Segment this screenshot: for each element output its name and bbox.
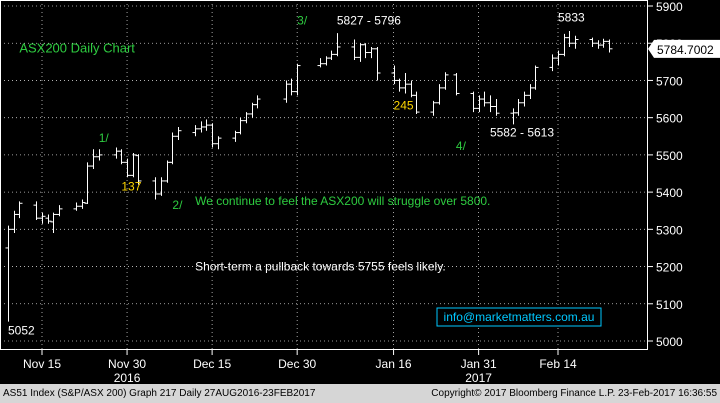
contact-link-box (436, 307, 602, 327)
y-tick-label: 5100 (656, 298, 683, 312)
chart-annotation: 4/ (456, 139, 467, 153)
chart-annotation: 245 (394, 98, 414, 112)
chart-annotation: 5827 - 5796 (337, 14, 401, 28)
plot-area-border (0, 0, 648, 350)
chart-annotation: Short-term a pullback towards 5755 feels… (195, 259, 446, 273)
chart-annotation: We continue to feel the ASX200 will stru… (195, 194, 490, 208)
x-tick-label: Nov 30 (108, 357, 146, 371)
y-tick-label: 5200 (656, 261, 683, 275)
x-tick-label: Nov 15 (23, 357, 61, 371)
x-year-label: 2016 (114, 371, 141, 384)
chart-annotation: 137 (121, 179, 141, 193)
footer-security-info: AS51 Index (S&P/ASX 200) Graph 217 Daily… (3, 388, 316, 399)
chart-annotation: 3/ (297, 14, 308, 28)
y-tick-label: 5000 (656, 335, 683, 349)
last-price-tag (648, 39, 720, 58)
x-tick-label: Feb 14 (539, 357, 577, 371)
bloomberg-footer: AS51 Index (S&P/ASX 200) Graph 217 Daily… (0, 384, 720, 403)
chart-annotation: 5833 (558, 11, 585, 25)
chart-annotation: 5582 - 5613 (490, 125, 554, 139)
y-tick-label: 5500 (656, 149, 683, 163)
y-tick-label: 5700 (656, 74, 683, 88)
chart-annotation: 1/ (99, 131, 110, 145)
footer-copyright: Copyright© 2017 Bloomberg Finance L.P. 2… (431, 388, 717, 399)
x-tick-label: Dec 30 (278, 357, 316, 371)
chart-annotation: 2/ (172, 198, 183, 212)
x-year-label: 2017 (465, 371, 492, 384)
chart-annotation: ASX200 Daily Chart (19, 41, 135, 56)
chart-annotation: 5052 (8, 323, 35, 337)
y-tick-label: 5400 (656, 186, 683, 200)
x-tick-label: Dec 15 (193, 357, 231, 371)
contact-link-text: info@marketmatters.com.au (444, 310, 595, 324)
last-price-value: 5784.7002 (657, 43, 714, 57)
x-tick-label: Jan 31 (461, 357, 497, 371)
y-tick-label: 5900 (656, 0, 683, 14)
y-tick-label: 5600 (656, 112, 683, 126)
y-tick-label: 5300 (656, 223, 683, 237)
asx200-chart: 5000510052005300540055005600570058005900… (0, 0, 720, 384)
x-tick-label: Jan 16 (376, 357, 412, 371)
